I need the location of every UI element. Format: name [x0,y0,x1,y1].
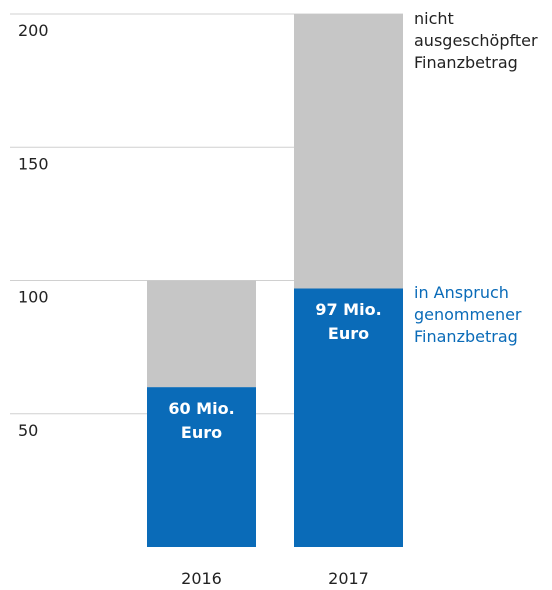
y-tick-label: 100 [18,288,49,307]
legend-label: in Anspruch genommener Finanzbetrag [414,283,522,347]
legend-label: nicht ausgeschöpfter Finanzbetrag [414,9,538,72]
bar-segment [294,288,403,547]
bar-segment [147,387,256,547]
x-tick-label: 2017 [328,569,369,588]
bar-segment [294,14,403,289]
y-tick-label: 150 [18,154,49,173]
x-tick-label: 2016 [181,569,222,588]
y-tick-label: 50 [18,421,38,440]
data-label: 60 Mio. Euro [168,399,235,443]
bar-segment [147,280,256,388]
y-tick-label: 200 [18,21,49,40]
data-label: 97 Mio. Euro [315,300,382,344]
